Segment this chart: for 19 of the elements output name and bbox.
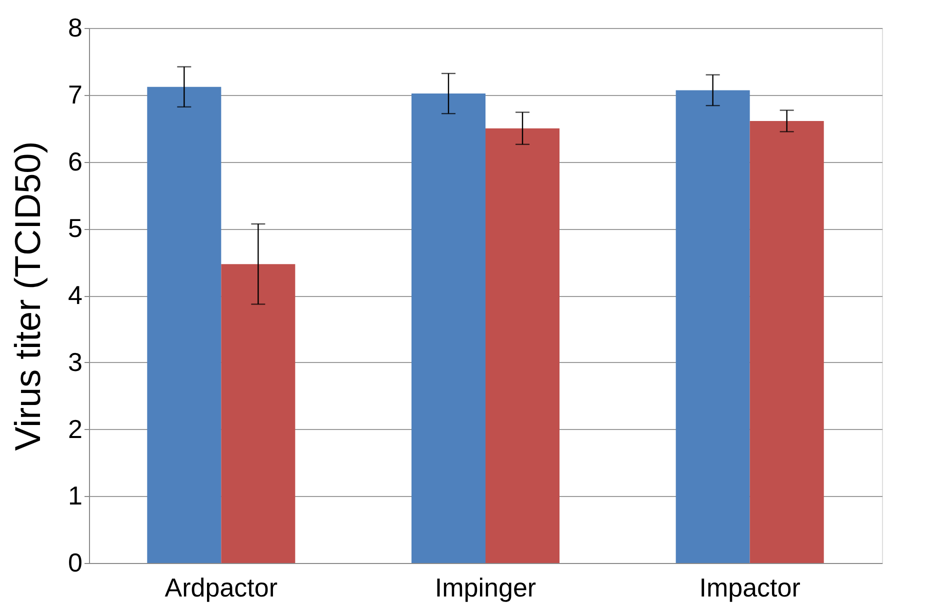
bar: [411, 94, 486, 563]
y-tick-label: 7: [68, 79, 82, 110]
y-axis-title: Virus titer (TCID50): [7, 141, 48, 451]
bar: [750, 120, 824, 563]
y-tick-label: 4: [68, 280, 82, 310]
y-tick-label: 0: [68, 548, 82, 578]
y-tick-label: 5: [68, 213, 82, 244]
y-tick-label: 2: [68, 414, 82, 444]
bar: [147, 86, 222, 563]
bar: [676, 90, 750, 563]
y-tick-label: 3: [68, 346, 82, 377]
bar: [486, 128, 560, 563]
bar: [221, 264, 296, 563]
y-tick-label: 6: [68, 146, 82, 176]
y-tick-label: 1: [68, 480, 82, 511]
x-tick-label: Impinger: [434, 572, 536, 602]
y-tick-label: 8: [68, 12, 82, 42]
x-tick-label: Impactor: [699, 572, 801, 602]
x-tick-label: Ardpactor: [164, 572, 278, 602]
